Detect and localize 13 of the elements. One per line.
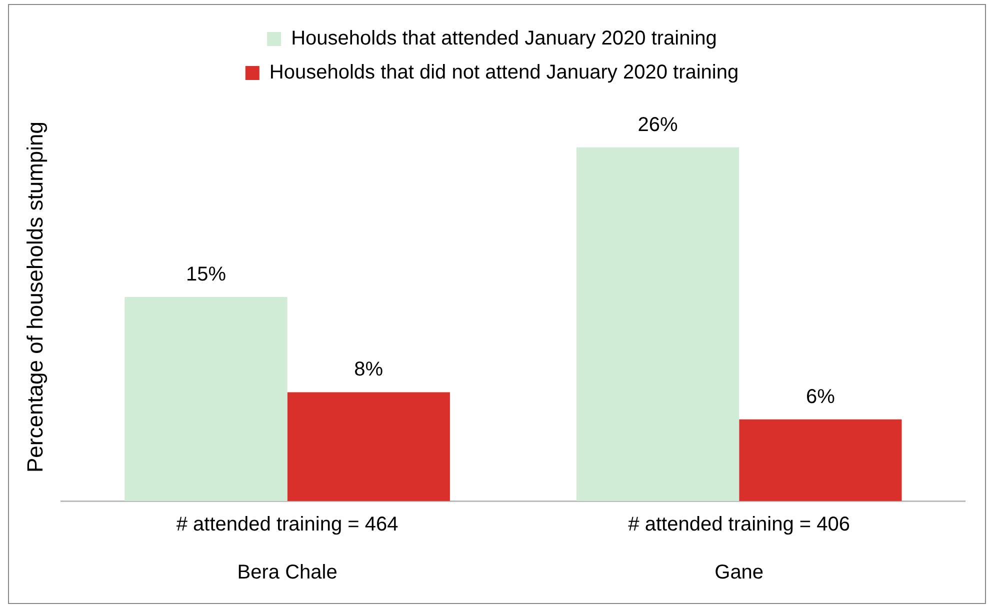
legend-label: Households that did not attend January 2020 training [269, 62, 739, 84]
category-label: # attended training = 406 Gane [628, 514, 850, 584]
bar [124, 297, 288, 501]
bar [287, 392, 450, 501]
data-label: 26% [638, 114, 678, 136]
legend-label: Households that attended January 2020 training [291, 28, 717, 50]
category-label: # attended training = 464 Bera Chale [176, 514, 398, 584]
data-label: 8% [354, 358, 384, 381]
data-label: 6% [806, 386, 836, 408]
bar [576, 147, 740, 501]
data-label: 15% [186, 264, 226, 286]
y-axis-title: Percentage of households stumping [22, 121, 48, 473]
bar [739, 419, 902, 501]
